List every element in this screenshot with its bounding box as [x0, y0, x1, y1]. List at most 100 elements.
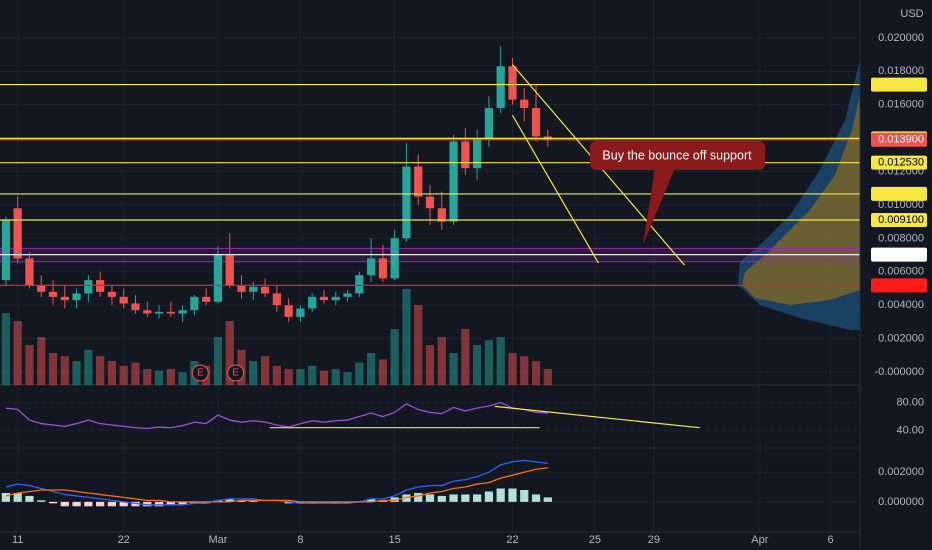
histogram-bar [473, 494, 482, 502]
histogram-bar [249, 500, 258, 502]
candle-body [237, 285, 246, 292]
candle-body [143, 310, 152, 314]
histogram-bar [84, 501, 93, 507]
volume-bar [461, 329, 470, 385]
volume-profile-area [742, 95, 860, 305]
candle-body [37, 285, 46, 292]
histogram-bar [119, 501, 128, 507]
candle-body [131, 303, 140, 311]
volume-bar [449, 353, 458, 385]
histogram-bar [25, 495, 34, 502]
histogram-bar [414, 492, 423, 502]
volume-bar [143, 369, 152, 385]
histogram-bar [484, 491, 494, 502]
candle-body [190, 296, 199, 311]
candle-body [166, 311, 175, 314]
volume-bar [531, 361, 541, 385]
candle-body [425, 196, 435, 209]
candle-body [449, 141, 458, 222]
level-label-box [871, 212, 927, 227]
volume-bar [296, 369, 305, 385]
candle-body [402, 166, 411, 239]
volume-bar [272, 365, 281, 385]
volume-bar [378, 359, 387, 385]
histogram-bar [496, 488, 505, 502]
candle-body [284, 305, 293, 317]
candle-body [343, 293, 352, 297]
histogram-bar [190, 501, 199, 504]
candle-body [308, 296, 317, 309]
volume-bar [366, 353, 376, 385]
candle-body [25, 258, 34, 286]
histogram-bar [96, 501, 105, 507]
candle-body [378, 258, 387, 279]
volume-bar [107, 361, 117, 385]
histogram-bar [319, 501, 329, 504]
candle-body [72, 293, 81, 301]
level-label-box [871, 77, 927, 92]
volume-bar [178, 372, 187, 385]
histogram-bar [425, 494, 435, 502]
volume-bar [48, 353, 58, 385]
candle-body [366, 258, 376, 276]
histogram-bar [531, 494, 541, 502]
candle-body [484, 108, 494, 139]
price-axis [860, 0, 932, 550]
volume-bar [37, 337, 46, 385]
histogram-bar [213, 500, 223, 502]
level-label-box [871, 186, 927, 201]
x-tick-label: 6 [827, 534, 833, 546]
x-tick-label: 11 [12, 534, 23, 546]
y-tick-label: 40.00 [896, 424, 924, 436]
histogram-bar [202, 501, 211, 504]
histogram-bar [284, 501, 293, 504]
callout-box [590, 141, 765, 170]
histogram-bar [178, 501, 187, 505]
histogram-bar [378, 500, 387, 502]
candle-body [119, 296, 128, 304]
y-tick-label: 0.000000 [878, 496, 924, 508]
histogram-bar [1, 492, 11, 502]
volume-bar [284, 369, 293, 385]
volume-bar [131, 362, 140, 385]
y-tick-label: 0.020000 [878, 32, 924, 44]
candle-body [496, 66, 505, 109]
histogram-bar [390, 497, 399, 502]
y-tick-label: 80.00 [896, 396, 924, 408]
y-tick-label: 0.006000 [878, 266, 924, 278]
histogram-bar [402, 494, 411, 502]
level-label-box [871, 247, 927, 262]
currency-label: USD [900, 8, 923, 20]
x-tick-label: 22 [118, 534, 130, 546]
histogram-bar [437, 495, 446, 502]
x-tick-label: 15 [389, 534, 401, 546]
indicator-line [5, 467, 548, 503]
event-label: E [232, 368, 239, 379]
candle-body [414, 166, 423, 197]
histogram-bar [37, 500, 46, 502]
trendline [511, 114, 599, 264]
y-tick-label: 0.018000 [878, 65, 924, 77]
volume-profile [738, 60, 860, 330]
x-tick-label: Apr [751, 534, 768, 546]
candle-body [249, 286, 258, 292]
volume-bar [437, 337, 446, 385]
candle-body [520, 99, 529, 109]
callout-pointer [643, 168, 675, 245]
event-label: E [197, 368, 204, 379]
candle-body [319, 296, 329, 301]
annotation-text: Buy the bounce off support [602, 148, 752, 162]
volume-bar [13, 321, 22, 385]
histogram-bar [343, 501, 352, 504]
level-label-box [871, 155, 927, 170]
histogram-bar [308, 501, 317, 504]
histogram-bar [166, 501, 175, 505]
volume-bar [543, 369, 552, 385]
histogram-bar [143, 501, 152, 507]
candle-body [272, 293, 281, 306]
x-tick-label: 29 [648, 534, 660, 546]
candle-body [60, 296, 69, 301]
candle-body [461, 141, 470, 169]
level-label-box [871, 278, 927, 293]
